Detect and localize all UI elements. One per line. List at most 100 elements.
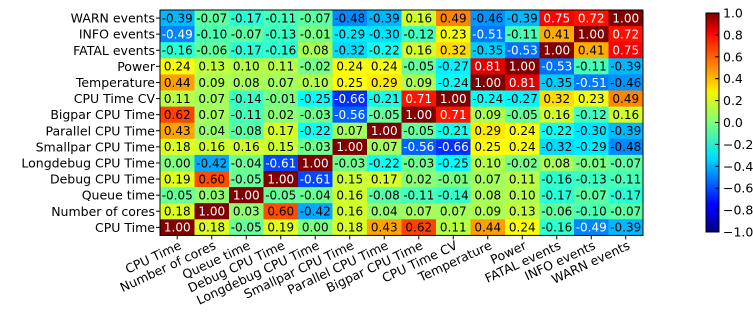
cell-value-label: -0.49 <box>162 27 193 41</box>
cell-value-label: 0.81 <box>474 60 501 74</box>
cell-value-label: -0.22 <box>541 124 572 138</box>
cell-value-label: 1.00 <box>198 205 225 219</box>
cell-value-label: -0.02 <box>507 156 538 170</box>
cell-value-label: 0.16 <box>405 44 432 58</box>
cell-value-label: -0.08 <box>231 124 262 138</box>
cell-value-label: -0.29 <box>334 27 365 41</box>
cell-value-label: 0.19 <box>164 172 191 186</box>
cell-value-label: -0.17 <box>610 188 641 202</box>
cell-value-label: -0.22 <box>369 156 400 170</box>
cell-value-label: 0.08 <box>543 156 570 170</box>
cell-value-label: 0.07 <box>198 108 225 122</box>
cell-value-label: 0.17 <box>371 172 398 186</box>
cell-value-label: 0.16 <box>336 188 363 202</box>
cell-value-label: 1.00 <box>543 44 570 58</box>
cell-value-label: 0.07 <box>336 124 363 138</box>
cell-value-label: -0.05 <box>265 188 296 202</box>
cell-value-label: 1.00 <box>164 221 191 235</box>
column-labels: CPU TimeNumber of coresQueue timeDebug C… <box>118 235 632 307</box>
cell-value-label: -0.13 <box>265 27 296 41</box>
cell-value-label: -0.07 <box>576 188 607 202</box>
colorbar-tick-label: −0.8 <box>723 203 753 218</box>
cell-value-label: 0.29 <box>474 124 501 138</box>
cell-value-label: 1.00 <box>233 188 260 202</box>
cell-value-label: -0.03 <box>300 140 331 154</box>
cell-value-label: 0.15 <box>336 172 363 186</box>
cell-value-label: -0.32 <box>541 140 572 154</box>
cell-value-label: 0.11 <box>164 92 191 106</box>
cell-value-label: -0.07 <box>610 205 641 219</box>
cell-value-label: 0.07 <box>474 172 501 186</box>
cell-value-label: -0.53 <box>507 44 538 58</box>
cell-value-label: -0.22 <box>369 44 400 58</box>
cell-value-label: 0.24 <box>509 140 536 154</box>
cell-value-label: -0.32 <box>334 44 365 58</box>
cell-value-label: 0.41 <box>578 44 605 58</box>
cell-value-label: 0.62 <box>405 221 432 235</box>
cell-value-label: 0.18 <box>336 221 363 235</box>
cell-value-label: -0.06 <box>541 205 572 219</box>
cell-value-label: -0.01 <box>438 172 469 186</box>
cell-value-label: 0.43 <box>164 124 191 138</box>
cell-value-label: 0.10 <box>302 76 329 90</box>
cell-value-label: -0.39 <box>369 11 400 25</box>
cell-value-label: 0.41 <box>543 27 570 41</box>
cell-value-label: 0.23 <box>578 92 605 106</box>
cell-value-label: -0.07 <box>231 27 262 41</box>
cell-value-label: -0.02 <box>300 60 331 74</box>
cell-value-label: -0.16 <box>265 44 296 58</box>
cell-value-label: -0.35 <box>541 76 572 90</box>
colorbar-tick-label: 1.0 <box>723 6 743 21</box>
cell-value-label: 0.72 <box>612 27 639 41</box>
cell-value-label: -0.17 <box>541 188 572 202</box>
cell-value-label: -0.05 <box>403 60 434 74</box>
row-label: Parallel CPU Time <box>46 123 156 138</box>
row-label: Temperature <box>75 75 155 90</box>
cell-value-label: -0.30 <box>576 124 607 138</box>
colorbar-tick-label: 0.0 <box>723 115 743 130</box>
cell-value-label: 0.18 <box>164 205 191 219</box>
cell-value-label: 0.04 <box>371 205 398 219</box>
cell-value-label: 0.07 <box>198 92 225 106</box>
cell-value-label: 1.00 <box>371 124 398 138</box>
cell-value-label: 1.00 <box>302 156 329 170</box>
cell-value-label: -0.06 <box>196 44 227 58</box>
cell-value-label: 0.81 <box>509 76 536 90</box>
cell-value-label: 0.72 <box>578 11 605 25</box>
cell-value-label: 0.32 <box>440 44 467 58</box>
cell-value-label: -0.11 <box>610 172 641 186</box>
cell-value-label: 0.00 <box>164 156 191 170</box>
cell-value-label: 0.08 <box>233 76 260 90</box>
row-label: CPU Time CV <box>74 91 156 106</box>
cell-value-label: -0.21 <box>369 92 400 106</box>
cell-value-label: 0.10 <box>509 188 536 202</box>
cell-value-label: -0.07 <box>196 11 227 25</box>
cell-value-label: -0.24 <box>472 92 503 106</box>
cell-value-label: 0.11 <box>509 172 536 186</box>
cell-value-label: -0.48 <box>334 11 365 25</box>
cell-value-label: -0.16 <box>541 221 572 235</box>
cell-value-label: -0.17 <box>231 44 262 58</box>
cell-value-label: -0.08 <box>369 188 400 202</box>
cell-value-label: -0.04 <box>300 188 331 202</box>
cell-value-label: -0.48 <box>610 140 641 154</box>
cell-value-label: 0.75 <box>612 44 639 58</box>
cell-value-label: 0.71 <box>405 92 432 106</box>
cell-value-label: 0.17 <box>267 124 294 138</box>
cell-value-label: -0.61 <box>300 172 331 186</box>
cell-value-label: 0.16 <box>543 108 570 122</box>
cell-value-label: 0.07 <box>267 76 294 90</box>
cell-value-label: -0.14 <box>231 92 262 106</box>
cell-value-label: -0.11 <box>576 60 607 74</box>
cell-value-label: 1.00 <box>267 172 294 186</box>
cell-value-label: 1.00 <box>405 108 432 122</box>
cell-value-label: -0.11 <box>507 27 538 41</box>
cell-value-label: 0.08 <box>302 44 329 58</box>
cell-value-label: 0.03 <box>198 188 225 202</box>
colorbar-tick-label: −0.2 <box>723 137 753 152</box>
cell-value-label: 0.16 <box>336 205 363 219</box>
cell-value-label: 0.07 <box>440 205 467 219</box>
row-label: Debug CPU Time <box>50 172 155 187</box>
cell-value-label: -0.11 <box>231 108 262 122</box>
colorbar-tick-label: 0.8 <box>723 27 743 42</box>
